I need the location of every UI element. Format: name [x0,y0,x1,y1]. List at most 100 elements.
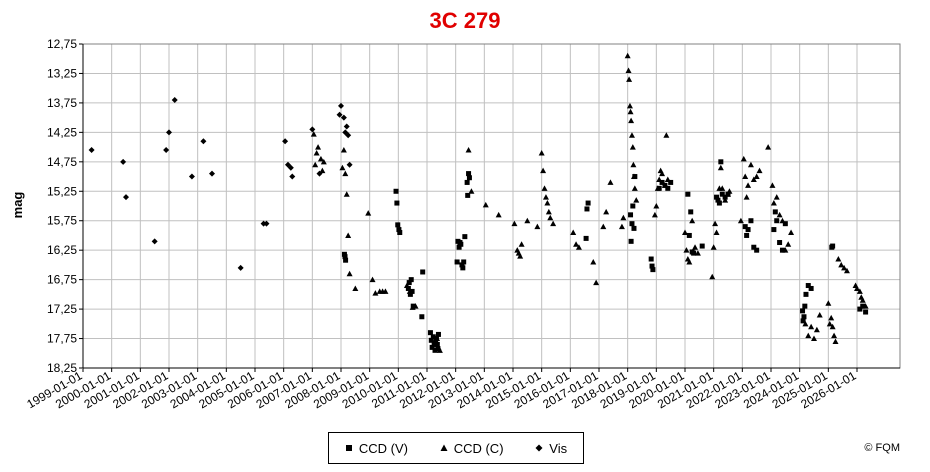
y-axis-label: mag [10,192,25,219]
data-point-ccd-c [742,173,749,180]
data-point-ccd-v [782,221,788,227]
data-point-ccd-v [744,232,750,238]
y-tick-label: 16,75 [47,273,77,287]
data-point-ccd-c [310,131,317,137]
data-point-ccd-v [830,243,836,249]
data-point-ccd-c [320,158,327,165]
data-point-ccd-c [352,285,359,291]
data-point-vis [343,123,350,130]
data-point-ccd-v [434,341,440,347]
data-point-ccd-c [856,288,863,294]
data-point-ccd-v [777,240,783,246]
data-point-ccd-v [628,212,634,218]
data-point-ccd-v [857,306,863,312]
data-point-ccd-v [427,330,433,336]
data-point-ccd-c [540,167,547,174]
data-point-vis [282,138,289,145]
data-point-ccd-v [629,221,635,227]
legend-label: Vis [549,440,568,456]
data-point-ccd-v [420,269,426,275]
data-point-vis [163,147,170,154]
data-point-ccd-v [803,291,809,297]
data-point-ccd-c [436,347,443,353]
data-point-vis [209,170,215,177]
data-point-ccd-v [742,224,748,230]
data-point-ccd-c [745,182,752,188]
data-point-ccd-c [468,188,475,194]
data-point-ccd-v [397,230,403,236]
data-point-ccd-v [430,334,436,340]
data-point-vis [309,126,316,133]
data-point-ccd-c [722,197,729,203]
data-point-ccd-c [570,229,577,236]
data-point-ccd-c [315,144,322,150]
data-point-ccd-c [620,214,627,221]
data-point-ccd-c [575,244,582,250]
data-point-ccd-v [751,244,757,250]
data-point-ccd-c [651,211,658,218]
data-point-ccd-c [770,200,777,206]
data-point-ccd-c [631,185,638,191]
data-point-ccd-c [412,303,419,309]
data-point-ccd-v [409,288,415,294]
legend-item-ccd-v: CCD (V) [345,441,408,456]
data-point-ccd-c [550,220,557,227]
data-point-ccd-c [319,167,326,174]
data-point-ccd-c [654,185,661,191]
data-point-ccd-c [816,311,823,318]
data-point-ccd-c [629,144,636,150]
data-point-ccd-v [774,218,780,224]
data-point-ccd-c [547,214,554,221]
data-point-ccd-v [805,283,811,289]
data-point-ccd-v [462,234,468,240]
data-point-ccd-v [718,159,724,165]
data-point-ccd-v [461,259,467,265]
data-point-ccd-c [694,250,701,256]
data-point-ccd-c [382,288,389,294]
data-point-ccd-v [585,200,591,206]
data-point-vis [200,138,207,145]
data-point-ccd-c [843,267,850,274]
data-point-ccd-v [407,291,413,297]
data-point-ccd-c [689,217,696,224]
data-point-ccd-v [691,250,697,256]
y-tick-label: 13,75 [47,96,77,110]
data-point-ccd-c [683,247,690,253]
data-point-vis [171,96,178,103]
data-point-ccd-v [464,179,470,185]
data-point-ccd-c [813,326,820,333]
data-points [88,52,869,353]
data-point-ccd-c [618,223,625,230]
data-point-ccd-c [538,149,545,156]
y-tick-label: 16,25 [47,243,77,257]
data-point-ccd-c [340,147,347,153]
data-point-ccd-c [838,261,845,268]
data-point-ccd-c [524,217,531,224]
data-point-ccd-c [630,161,637,168]
data-point-ccd-v [686,232,692,238]
data-point-ccd-c [630,173,637,180]
data-point-vis [120,158,127,165]
data-point-ccd-c [627,108,634,115]
data-point-ccd-c [365,210,372,216]
series-vis [88,96,353,271]
data-point-ccd-c [747,161,754,168]
data-point-ccd-c [544,200,551,206]
data-point-vis [287,164,294,171]
data-point-ccd-v [456,244,462,250]
chart-title: 3C 279 [429,8,501,33]
data-point-ccd-v [435,331,441,337]
data-point-ccd-c [805,332,812,339]
y-tick-label: 12,75 [47,37,77,51]
data-point-ccd-c [339,164,346,171]
data-point-ccd-c [725,191,731,197]
data-point-ccd-c [769,182,776,188]
data-point-ccd-c [482,201,489,208]
data-point-ccd-c [573,241,580,247]
data-point-ccd-v [688,209,694,215]
data-point-ccd-c [776,211,783,218]
data-point-ccd-c [710,244,717,250]
data-point-ccd-c [534,223,541,230]
data-point-ccd-c [753,173,760,180]
